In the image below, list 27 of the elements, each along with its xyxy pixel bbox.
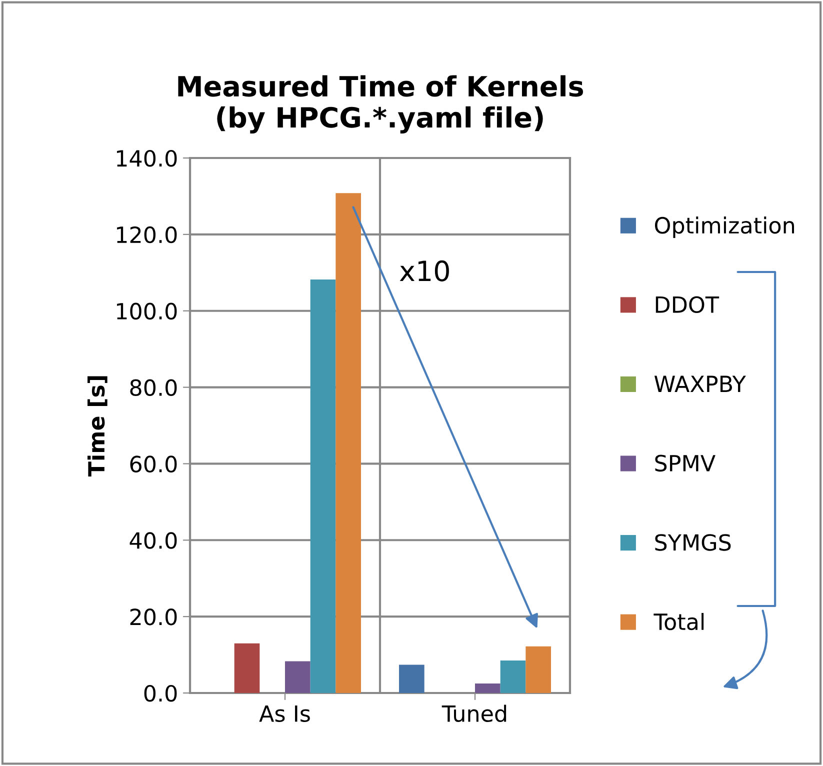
x-tick-label: Tuned [442, 704, 506, 722]
y-tick-label: 100.0 [117, 302, 177, 320]
legend-label: SPMV [655, 454, 716, 472]
bar [234, 643, 260, 693]
y-tick-label: 0.0 [144, 684, 177, 702]
legend-label: SYMGS [655, 534, 731, 551]
bar [336, 193, 361, 693]
bar [475, 683, 500, 693]
y-tick-label: 80.0 [130, 379, 177, 396]
legend-label: DDOT [656, 296, 720, 314]
y-tick-label: 120.0 [117, 226, 177, 244]
y-axis-title: Time [s] [88, 376, 108, 477]
bar [526, 646, 551, 693]
x-tick-label: As Is [259, 705, 310, 722]
bar [310, 280, 336, 693]
legend-label: Total [654, 612, 704, 630]
bar [285, 661, 310, 693]
bar [399, 664, 424, 693]
bar [500, 660, 526, 693]
chart-title: Measured Time of Kernels (by HPCG.*.yaml file) [178, 75, 583, 134]
legend-label: Optimization [654, 216, 794, 238]
annotation: x10 [400, 260, 449, 282]
y-tick-label: 140.0 [117, 150, 177, 167]
y-tick-label: 60.0 [130, 456, 177, 472]
y-tick-label: 40.0 [130, 532, 177, 549]
legend-label: WAXPBY [654, 376, 746, 392]
y-tick-label: 20.0 [130, 608, 177, 626]
